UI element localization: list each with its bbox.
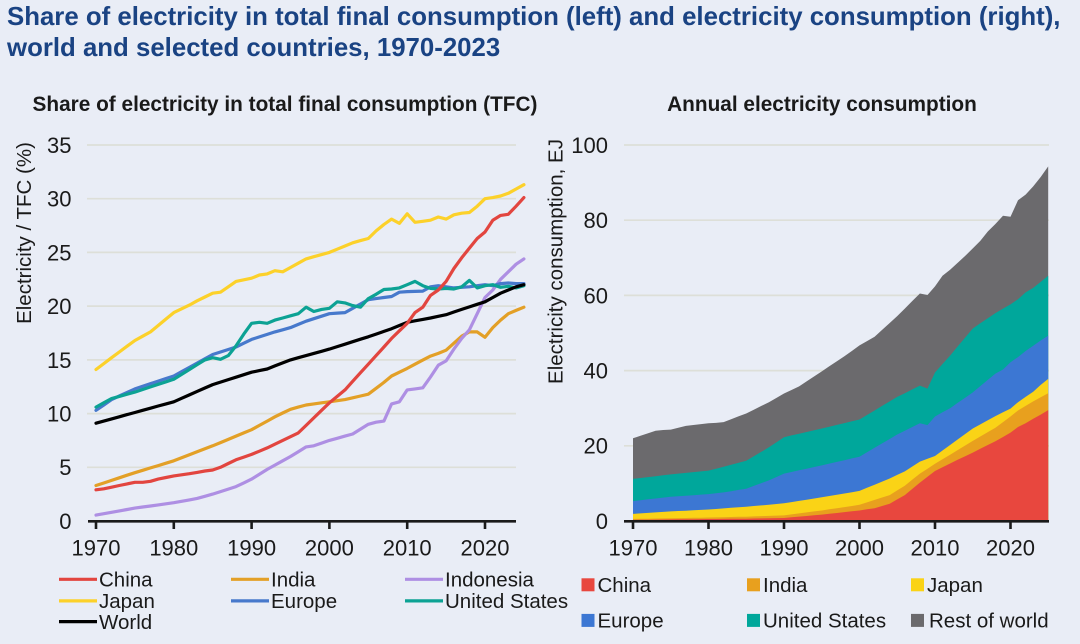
svg-text:25: 25	[47, 240, 71, 265]
svg-text:India: India	[763, 574, 808, 597]
svg-text:Share of electricity in total: Share of electricity in total final cons…	[7, 3, 1060, 31]
svg-text:1970: 1970	[72, 536, 121, 561]
svg-text:Rest of world: Rest of world	[929, 610, 1049, 633]
svg-text:2000: 2000	[305, 536, 354, 561]
svg-text:World: World	[99, 611, 152, 634]
svg-text:30: 30	[47, 187, 71, 212]
svg-text:China: China	[99, 569, 153, 592]
svg-text:United States: United States	[445, 590, 568, 613]
svg-text:1970: 1970	[609, 536, 658, 561]
svg-text:60: 60	[584, 283, 608, 308]
svg-text:2020: 2020	[986, 536, 1035, 561]
svg-text:1980: 1980	[149, 536, 198, 561]
svg-text:2010: 2010	[911, 536, 960, 561]
svg-text:Indonesia: Indonesia	[445, 569, 535, 592]
svg-text:0: 0	[59, 509, 71, 534]
svg-text:0: 0	[596, 509, 608, 534]
svg-text:Japan: Japan	[99, 590, 155, 613]
svg-text:1980: 1980	[684, 536, 733, 561]
svg-text:Annual electricity consumption: Annual electricity consumption	[667, 93, 977, 116]
svg-text:Europe: Europe	[271, 590, 337, 613]
svg-text:20: 20	[47, 294, 71, 319]
svg-text:35: 35	[47, 133, 71, 158]
svg-text:Electricity consumption, EJ: Electricity consumption, EJ	[545, 139, 568, 384]
svg-text:China: China	[598, 574, 652, 597]
svg-text:5: 5	[59, 455, 71, 480]
svg-text:India: India	[271, 569, 316, 592]
svg-text:1990: 1990	[227, 536, 276, 561]
svg-text:2010: 2010	[383, 536, 432, 561]
svg-text:10: 10	[47, 402, 71, 427]
svg-text:80: 80	[584, 208, 608, 233]
svg-text:100: 100	[571, 133, 608, 158]
svg-text:20: 20	[584, 434, 608, 459]
svg-text:Japan: Japan	[927, 574, 983, 597]
svg-text:2000: 2000	[835, 536, 884, 561]
svg-text:world and selected countries,: world and selected countries, 1970-2023	[6, 34, 500, 62]
svg-text:40: 40	[584, 359, 608, 384]
svg-text:2020: 2020	[461, 536, 510, 561]
svg-text:United States: United States	[763, 610, 886, 633]
svg-text:Europe: Europe	[598, 610, 664, 633]
svg-text:15: 15	[47, 348, 71, 373]
svg-text:1990: 1990	[760, 536, 809, 561]
svg-text:Share of electricity in total: Share of electricity in total final cons…	[33, 93, 538, 116]
svg-text:Electricity / TFC (%): Electricity / TFC (%)	[13, 142, 36, 324]
